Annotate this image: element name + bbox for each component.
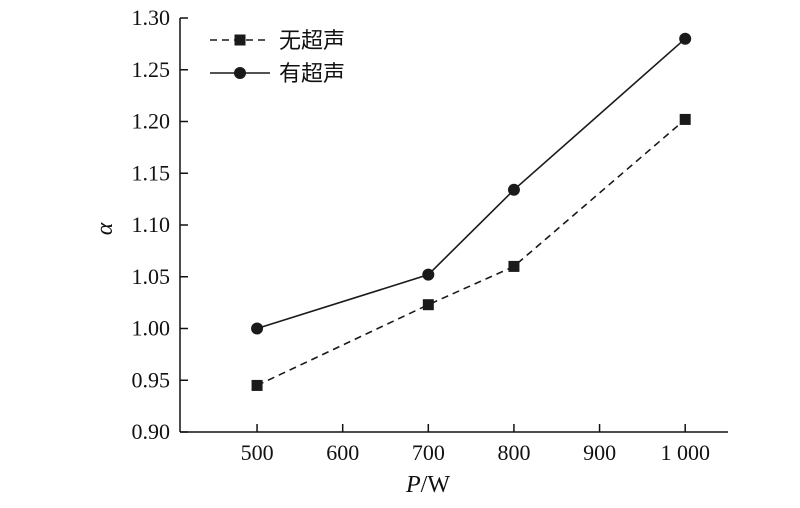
series-line (256, 38, 686, 330)
axes: 0.90 0.95 1.00 1.05 1.10 1.15 1.20 1.25 1.30 500 6… (132, 5, 728, 465)
y-axis-label: α (92, 222, 118, 235)
data-point-circle (679, 32, 692, 45)
y-tick-label: 0.90 (132, 419, 171, 444)
legend-label: 有超声 (279, 62, 345, 87)
series-0 (251, 113, 691, 391)
legend-entry-0: 无超声 (210, 29, 345, 54)
legend-label: 无超声 (279, 29, 345, 54)
data-point-square (234, 34, 246, 46)
data-point-circle (234, 67, 246, 79)
data-point-square (422, 299, 434, 311)
legend-entry-1: 有超声 (210, 62, 345, 87)
x-tick-label: 500 (241, 440, 274, 465)
y-tick-label: 1.20 (132, 109, 171, 134)
series-group (251, 32, 692, 391)
y-tick-label: 1.25 (132, 57, 171, 82)
x-tick-label: 700 (412, 440, 445, 465)
y-tick-label: 1.30 (132, 5, 171, 30)
data-point-square (251, 379, 263, 391)
data-point-circle (422, 268, 435, 281)
y-tick-label: 1.15 (132, 160, 171, 185)
data-point-square (679, 113, 691, 125)
series-line (256, 118, 686, 387)
data-point-square (508, 260, 520, 272)
data-point-circle (251, 322, 264, 335)
y-tick-label: 1.00 (132, 316, 171, 341)
x-tick-label: 600 (326, 440, 359, 465)
y-tick-label: 1.05 (132, 264, 171, 289)
x-tick-label: 1 000 (660, 440, 710, 465)
x-axis-label-unit: /W (421, 472, 451, 498)
y-tick-label: 0.95 (132, 367, 171, 392)
x-axis-label-variable: P (405, 472, 421, 498)
x-axis-label: P/W (405, 472, 450, 498)
series-1 (251, 32, 692, 335)
x-tick-label: 800 (497, 440, 530, 465)
x-tick-label: 900 (583, 440, 616, 465)
data-point-circle (507, 183, 520, 196)
y-tick-label: 1.10 (132, 212, 171, 237)
